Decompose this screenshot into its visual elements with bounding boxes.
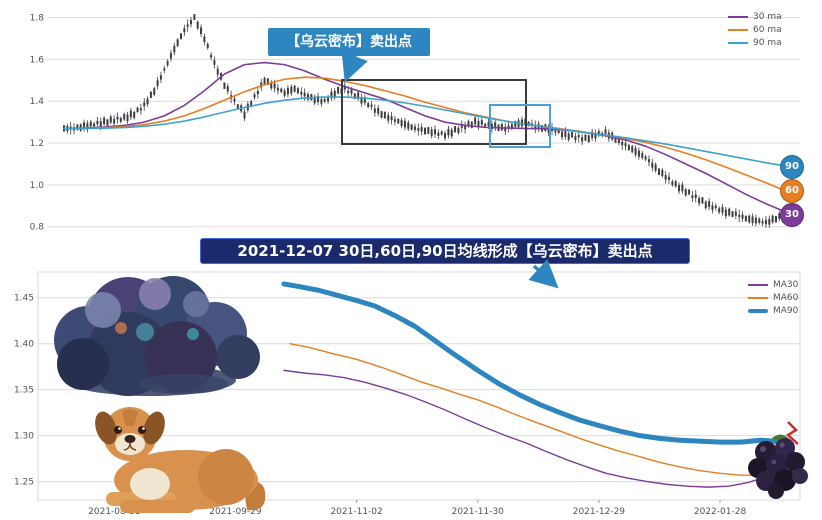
svg-text:1.40: 1.40 [14,340,34,350]
svg-text:2021-11-30: 2021-11-30 [452,507,505,517]
legend-label-ma60: MA60 [773,292,799,303]
bottom-chart-legend: MA30 MA60 MA90 [748,278,798,317]
svg-text:1.6: 1.6 [30,55,45,65]
highlight-box-blue [489,104,551,148]
legend-item-90ma: 90 ma [728,36,782,49]
legend-item-ma30: MA30 [748,278,798,291]
legend-item-ma60: MA60 [748,291,798,304]
legend-label-30ma: 30 ma [753,11,782,22]
price-badge-30: 30 [780,203,804,227]
price-badge-60: 60 [780,179,804,203]
legend-label-ma30: MA30 [773,279,799,290]
legend-swatch-ma30 [748,283,768,286]
top-chart-plot: 1.8 1.6 1.4 1.2 1.0 0.8 [30,14,800,233]
svg-text:2021-11-02: 2021-11-02 [330,507,382,517]
legend-swatch-60ma [728,28,748,31]
svg-text:2021-08-31: 2021-08-31 [88,507,140,517]
sell-point-banner: 2021-12-07 30日,60日,90日均线形成【乌云密布】卖出点 [200,238,690,264]
highlight-box-dark [341,79,527,145]
legend-item-30ma: 30 ma [728,10,782,23]
top-chart-legend: 30 ma 60 ma 90 ma [728,10,782,49]
legend-label-90ma: 90 ma [753,37,782,48]
legend-item-60ma: 60 ma [728,23,782,36]
legend-swatch-90ma [728,41,748,44]
svg-text:2022-01-28: 2022-01-28 [694,507,747,517]
svg-text:1.2: 1.2 [30,139,44,149]
legend-item-ma90: MA90 [748,304,798,317]
blackberry-illustration [748,421,808,499]
svg-text:2021-09-29: 2021-09-29 [209,507,262,517]
svg-text:1.0: 1.0 [30,181,45,191]
svg-text:1.25: 1.25 [14,478,34,488]
storm-cloud-illustration [54,276,260,396]
svg-text:2021-12-29: 2021-12-29 [573,507,626,517]
legend-swatch-30ma [728,15,748,18]
svg-text:1.4: 1.4 [30,97,45,107]
legend-label-ma90: MA90 [773,305,799,316]
svg-text:0.8: 0.8 [30,223,45,233]
dark-cloud-callout: 【乌云密布】卖出点 [268,28,430,56]
legend-swatch-ma60 [748,296,768,299]
legend-swatch-ma90 [748,308,768,313]
svg-text:1.45: 1.45 [14,294,34,304]
legend-label-60ma: 60 ma [753,24,782,35]
svg-text:1.30: 1.30 [14,432,34,442]
svg-text:1.35: 1.35 [14,386,34,396]
price-badge-90: 90 [780,155,804,179]
dog-illustration [95,407,266,513]
svg-text:1.8: 1.8 [30,14,45,24]
